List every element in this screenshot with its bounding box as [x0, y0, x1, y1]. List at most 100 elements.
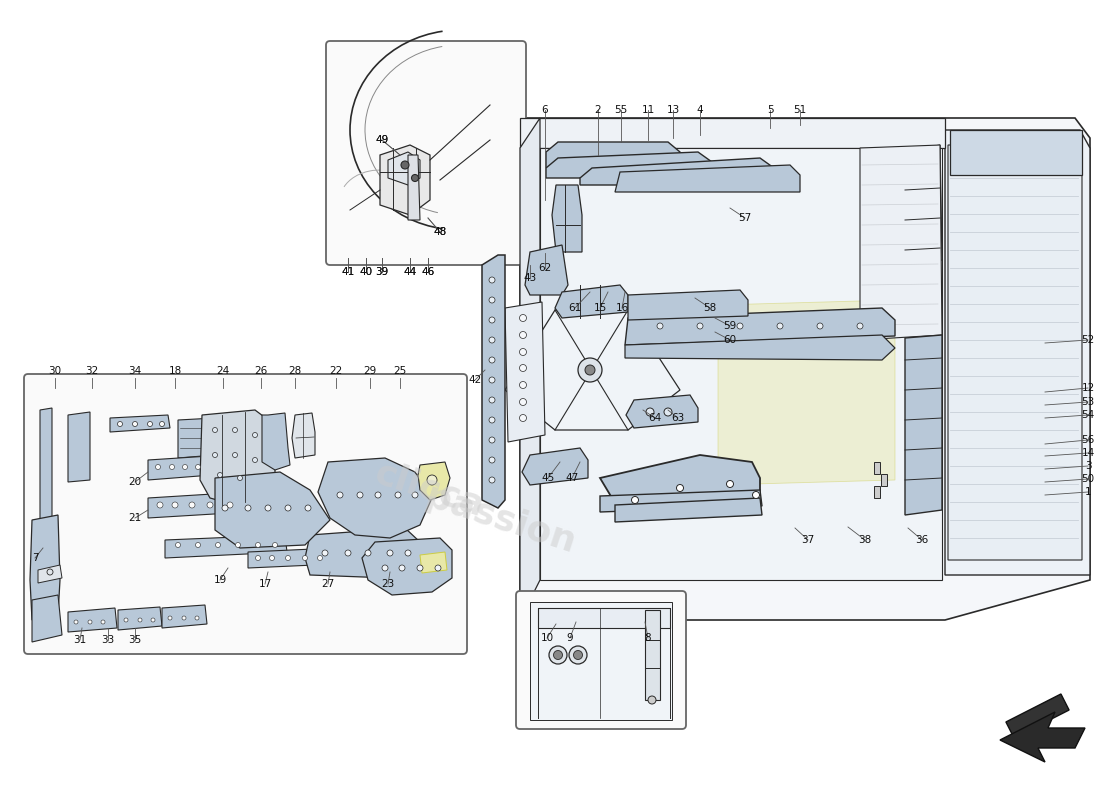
Text: 54: 54	[1081, 410, 1094, 420]
Text: passion: passion	[420, 480, 580, 560]
Text: 40: 40	[360, 267, 373, 277]
Text: 33: 33	[101, 635, 114, 645]
Polygon shape	[625, 308, 895, 345]
Circle shape	[147, 422, 153, 426]
Circle shape	[405, 550, 411, 556]
Circle shape	[124, 618, 128, 622]
Text: 37: 37	[802, 535, 815, 545]
Polygon shape	[626, 395, 698, 428]
Text: 53: 53	[1081, 397, 1094, 407]
Polygon shape	[362, 538, 452, 595]
Circle shape	[176, 542, 180, 547]
Polygon shape	[520, 118, 540, 620]
Polygon shape	[625, 335, 895, 360]
Circle shape	[631, 497, 638, 503]
Text: 46: 46	[421, 267, 434, 277]
Text: 40: 40	[360, 267, 373, 277]
Circle shape	[646, 408, 654, 416]
Circle shape	[490, 277, 495, 283]
Polygon shape	[379, 145, 430, 215]
Text: 42: 42	[469, 375, 482, 385]
Text: 15: 15	[593, 303, 606, 313]
Circle shape	[345, 550, 351, 556]
Circle shape	[286, 555, 290, 561]
Polygon shape	[556, 285, 628, 318]
Circle shape	[169, 465, 175, 470]
Circle shape	[519, 331, 527, 338]
Text: 26: 26	[254, 366, 267, 376]
Circle shape	[519, 349, 527, 355]
FancyBboxPatch shape	[24, 374, 467, 654]
Text: 28: 28	[288, 366, 301, 376]
Polygon shape	[522, 448, 588, 485]
Polygon shape	[305, 528, 420, 578]
Polygon shape	[32, 595, 62, 642]
Circle shape	[305, 505, 311, 511]
Circle shape	[777, 323, 783, 329]
Circle shape	[395, 492, 402, 498]
Text: 3: 3	[1085, 461, 1091, 471]
Circle shape	[238, 475, 242, 481]
Text: 45: 45	[541, 473, 554, 483]
Circle shape	[519, 398, 527, 406]
Circle shape	[196, 465, 200, 470]
Text: 21: 21	[129, 513, 142, 523]
Polygon shape	[110, 415, 170, 432]
Circle shape	[648, 696, 656, 704]
Polygon shape	[418, 462, 450, 500]
Text: 61: 61	[569, 303, 582, 313]
Polygon shape	[552, 185, 582, 252]
Polygon shape	[248, 548, 337, 568]
Circle shape	[697, 323, 703, 329]
Text: 49: 49	[375, 135, 388, 145]
Circle shape	[752, 491, 759, 498]
Circle shape	[358, 492, 363, 498]
Circle shape	[182, 616, 186, 620]
Text: 2: 2	[595, 105, 602, 115]
Circle shape	[553, 650, 562, 659]
Circle shape	[519, 382, 527, 389]
Circle shape	[270, 555, 275, 561]
Polygon shape	[948, 145, 1082, 560]
Polygon shape	[505, 310, 680, 430]
Circle shape	[412, 492, 418, 498]
Text: 10: 10	[540, 633, 553, 643]
Circle shape	[138, 618, 142, 622]
Circle shape	[253, 433, 257, 438]
Circle shape	[375, 492, 381, 498]
Polygon shape	[615, 498, 762, 522]
Polygon shape	[905, 145, 942, 268]
Text: 39: 39	[375, 267, 388, 277]
Circle shape	[189, 502, 195, 508]
Polygon shape	[1000, 712, 1085, 762]
Polygon shape	[718, 300, 895, 485]
Text: 17: 17	[258, 579, 272, 589]
Text: 6: 6	[541, 105, 548, 115]
Circle shape	[490, 357, 495, 363]
Circle shape	[245, 505, 251, 511]
Text: 39: 39	[375, 267, 388, 277]
Text: 36: 36	[915, 535, 928, 545]
Circle shape	[382, 565, 388, 571]
Polygon shape	[520, 118, 945, 148]
Circle shape	[519, 414, 527, 422]
Circle shape	[490, 437, 495, 443]
Circle shape	[549, 646, 566, 664]
Circle shape	[322, 550, 328, 556]
Circle shape	[490, 297, 495, 303]
Circle shape	[168, 616, 172, 620]
Circle shape	[255, 542, 261, 547]
Text: 30: 30	[48, 366, 62, 376]
Text: 25: 25	[394, 366, 407, 376]
Circle shape	[302, 555, 308, 561]
Circle shape	[365, 550, 371, 556]
Circle shape	[155, 465, 161, 470]
Circle shape	[88, 620, 92, 624]
Circle shape	[253, 458, 257, 462]
Text: 8: 8	[645, 633, 651, 643]
Polygon shape	[600, 490, 762, 512]
FancyBboxPatch shape	[326, 41, 526, 265]
Circle shape	[227, 502, 233, 508]
Polygon shape	[162, 605, 207, 628]
Text: 48: 48	[433, 227, 447, 237]
